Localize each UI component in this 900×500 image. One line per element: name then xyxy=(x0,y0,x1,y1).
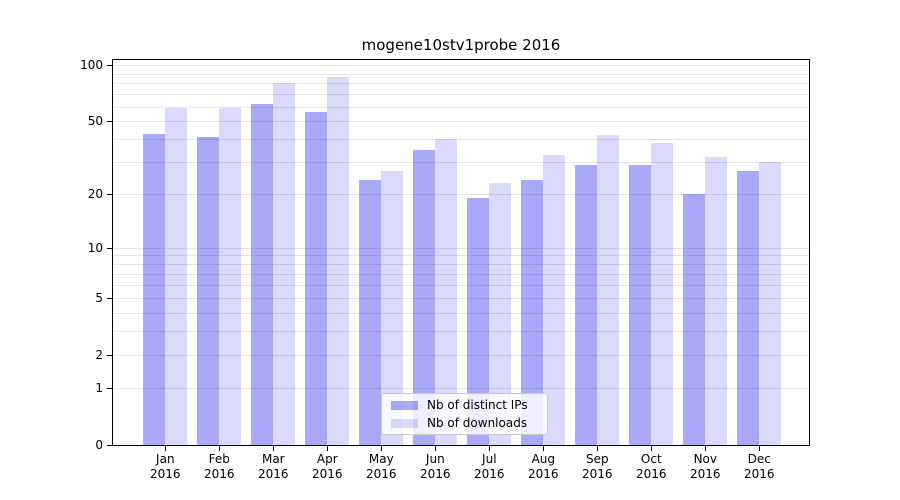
legend-item-distinct-ips: Nb of distinct IPs xyxy=(391,397,538,413)
bar-downloads-dec xyxy=(759,162,782,445)
gridline-30 xyxy=(113,162,809,164)
gridline-60 xyxy=(113,106,809,108)
bar-downloads-nov xyxy=(705,157,728,445)
legend-swatch-distinct-ips xyxy=(391,400,418,410)
y-tick-mark xyxy=(107,297,112,299)
bar-downloads-sep xyxy=(597,135,620,445)
x-tick-label-oct: Oct 2016 xyxy=(636,452,667,481)
y-tick-mark xyxy=(107,121,112,123)
bar-distinct-ips-aug xyxy=(521,180,544,445)
gridline-10 xyxy=(113,247,809,249)
gridline-70 xyxy=(113,94,809,96)
gridline-20 xyxy=(113,194,809,196)
bar-downloads-jan xyxy=(165,108,188,445)
gridline-8 xyxy=(113,264,809,266)
bar-distinct-ips-nov xyxy=(683,194,706,445)
x-tick-label-jan: Jan 2016 xyxy=(150,452,181,481)
x-tick-mark xyxy=(651,446,653,451)
x-tick-label-apr: Apr 2016 xyxy=(312,452,343,481)
bar-distinct-ips-feb xyxy=(197,137,220,445)
x-tick-label-nov: Nov 2016 xyxy=(690,452,721,481)
bar-distinct-ips-apr xyxy=(305,112,328,445)
x-tick-mark xyxy=(327,446,329,451)
bar-distinct-ips-dec xyxy=(737,170,760,445)
x-tick-label-mar: Mar 2016 xyxy=(258,452,289,481)
gridline-80 xyxy=(113,83,809,85)
x-tick-label-may: May 2016 xyxy=(366,452,397,481)
x-tick-label-sep: Sep 2016 xyxy=(582,452,613,481)
legend-swatch-downloads xyxy=(391,418,418,428)
bar-distinct-ips-jul xyxy=(467,198,490,445)
x-tick-label-dec: Dec 2016 xyxy=(744,452,775,481)
bar-distinct-ips-sep xyxy=(575,165,598,445)
y-tick-mark xyxy=(107,354,112,356)
bar-downloads-aug xyxy=(543,154,566,445)
x-tick-mark xyxy=(381,446,383,451)
bar-distinct-ips-oct xyxy=(629,165,652,445)
gridline-1 xyxy=(113,387,809,389)
gridline-4 xyxy=(113,312,809,314)
bar-distinct-ips-jan xyxy=(143,133,166,445)
bar-distinct-ips-may xyxy=(359,180,382,445)
bar-downloads-oct xyxy=(651,143,674,445)
y-tick-mark xyxy=(107,247,112,249)
y-tick-label: 0 xyxy=(95,438,103,452)
legend-item-downloads: Nb of downloads xyxy=(391,415,538,431)
bar-downloads-may xyxy=(381,170,404,445)
gridline-7 xyxy=(113,273,809,275)
x-tick-label-jul: Jul 2016 xyxy=(474,452,505,481)
gridline-90 xyxy=(113,73,809,75)
gridline-6 xyxy=(113,284,809,286)
y-tick-mark xyxy=(107,445,112,446)
y-tick-label: 1 xyxy=(95,380,103,395)
x-tick-mark xyxy=(489,446,491,451)
bar-downloads-jun xyxy=(435,139,458,445)
y-tick-mark xyxy=(107,194,112,196)
y-tick-label: 10 xyxy=(87,240,103,255)
x-tick-label-jun: Jun 2016 xyxy=(420,452,451,481)
bar-downloads-mar xyxy=(273,83,296,445)
gridline-3 xyxy=(113,330,809,332)
bar-downloads-feb xyxy=(219,108,242,445)
gridline-40 xyxy=(113,139,809,141)
y-tick-label: 50 xyxy=(87,114,103,129)
x-tick-mark xyxy=(435,446,437,451)
gridline-9 xyxy=(113,255,809,257)
y-tick-mark xyxy=(107,65,112,67)
y-tick-label: 100 xyxy=(80,58,103,73)
y-tick-label: 2 xyxy=(95,347,103,362)
gridline-2 xyxy=(113,354,809,356)
y-tick-label: 5 xyxy=(95,290,103,305)
legend: Nb of distinct IPs Nb of downloads xyxy=(381,393,548,435)
x-tick-mark xyxy=(165,446,167,451)
bar-downloads-apr xyxy=(327,77,350,445)
x-tick-mark xyxy=(705,446,707,451)
x-tick-label-feb: Feb 2016 xyxy=(204,452,235,481)
chart-title: mogene10stv1probe 2016 xyxy=(361,36,561,54)
x-tick-mark xyxy=(219,446,221,451)
bar-downloads-jul xyxy=(489,183,512,445)
gridline-50 xyxy=(113,121,809,123)
y-tick-mark xyxy=(107,387,112,389)
y-tick-label: 20 xyxy=(87,187,103,202)
gridline-100 xyxy=(113,65,809,67)
bar-distinct-ips-jun xyxy=(413,150,436,445)
x-tick-label-aug: Aug 2016 xyxy=(528,452,559,481)
bar-distinct-ips-mar xyxy=(251,104,274,445)
x-tick-mark xyxy=(543,446,545,451)
gridline-5 xyxy=(113,297,809,299)
x-tick-mark xyxy=(597,446,599,451)
legend-label-downloads: Nb of downloads xyxy=(427,416,528,430)
legend-label-distinct-ips: Nb of distinct IPs xyxy=(427,398,528,412)
x-tick-mark xyxy=(273,446,275,451)
x-tick-mark xyxy=(759,446,761,451)
plot-area xyxy=(112,59,810,446)
